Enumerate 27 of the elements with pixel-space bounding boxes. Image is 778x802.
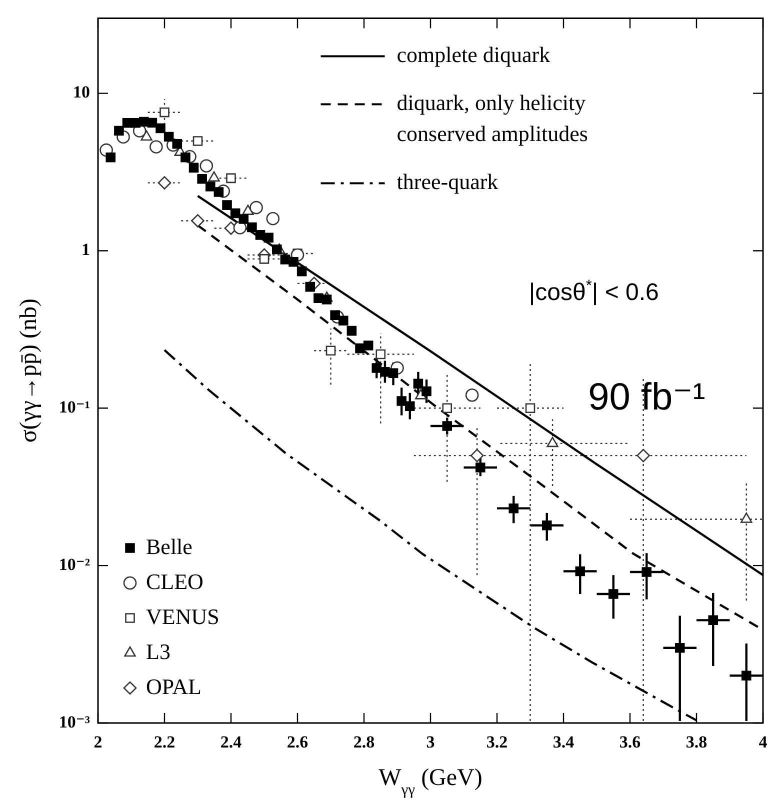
y-axis-title: σ(γγ→pp̄) (nb) [16, 298, 42, 443]
legend-label: VENUS [146, 604, 220, 629]
x-tick-label: 2.8 [353, 732, 375, 752]
x-tick-label: 2.6 [286, 732, 308, 752]
x-tick-label: 3.4 [552, 732, 575, 752]
legend-label: three-quark [396, 168, 498, 194]
x-tick-label: 2.2 [154, 732, 176, 752]
annotation: |cosθ*| < 0.6 [528, 278, 659, 306]
x-tick-label: 4 [758, 732, 768, 752]
y-tick-label: 10⁻³ [58, 712, 90, 732]
y-tick-label: 10⁻² [58, 554, 90, 574]
x-tick-label: 2.4 [220, 732, 242, 752]
x-tick-label: 3.6 [619, 732, 641, 752]
legend-label: L3 [146, 638, 170, 664]
annotation: 90 fb⁻¹ [588, 376, 706, 418]
x-tick-label: 3.2 [486, 732, 508, 752]
legend-label: OPAL [146, 674, 202, 699]
legend-label: CLEO [146, 568, 204, 594]
y-tick-label: 10 [73, 82, 90, 102]
legend-label: complete diquark [396, 42, 550, 67]
legend-label: diquark, only helicity conserved amplitudes [396, 90, 588, 146]
y-tick-label: 10⁻¹ [58, 398, 90, 417]
x-tick-label: 2 [94, 732, 102, 752]
x-tick-label: 3.8 [686, 732, 708, 752]
legend-label: Belle [146, 534, 192, 559]
y-tick-label: 1 [82, 240, 90, 260]
x-tick-label: 3 [426, 732, 435, 752]
